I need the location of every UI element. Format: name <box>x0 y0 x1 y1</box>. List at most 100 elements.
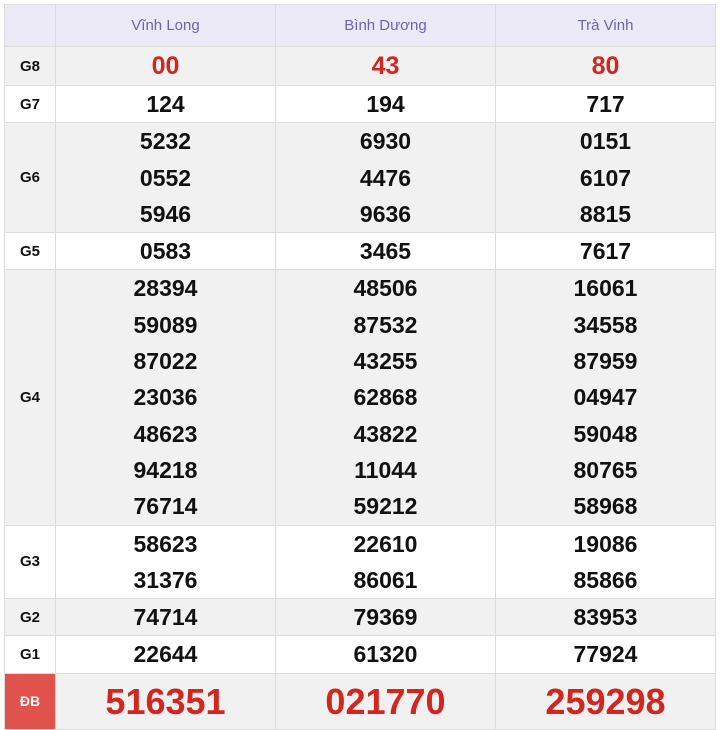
province-header[interactable]: Vĩnh Long <box>55 4 276 47</box>
prize-cell: 021770 <box>275 672 496 730</box>
prize-number: 59212 <box>353 493 418 520</box>
prize-number: 00 <box>151 52 180 80</box>
prize-number: 3465 <box>359 238 412 265</box>
lottery-results-table: Vĩnh Long Bình Dương Trà Vinh G8 00 43 80 G7… <box>4 4 716 730</box>
prize-number: 79369 <box>353 604 418 631</box>
prize-number: 516351 <box>105 680 226 722</box>
prize-number: 28394 <box>133 275 198 302</box>
prize-cell: 6930 4476 9636 <box>275 122 496 234</box>
prize-number: 9636 <box>359 200 412 227</box>
prize-cell: 0151 6107 8815 <box>495 122 716 234</box>
prize-number: 80765 <box>573 456 638 483</box>
prize-cell: 43 <box>275 46 496 86</box>
prize-number: 04947 <box>573 384 638 411</box>
prize-row-g6: G6 5232 0552 5946 6930 4476 9636 0151 6107 8815 <box>4 122 716 234</box>
prize-number: 59048 <box>573 420 638 447</box>
prize-number: 6930 <box>359 128 412 155</box>
prize-label: G6 <box>4 122 56 234</box>
prize-number: 11044 <box>354 456 417 483</box>
prize-number: 5946 <box>139 200 192 227</box>
prize-number: 7617 <box>579 238 632 265</box>
prize-cell: 58623 31376 <box>55 524 276 600</box>
prize-number: 61320 <box>353 641 418 668</box>
prize-number: 34558 <box>573 311 638 338</box>
prize-number: 43 <box>371 52 400 80</box>
prize-cell: 717 <box>495 84 716 124</box>
prize-number: 62868 <box>353 384 418 411</box>
prize-number: 19086 <box>573 530 638 557</box>
prize-cell: 3465 <box>275 232 496 271</box>
prize-number: 48506 <box>353 275 418 302</box>
prize-number: 87532 <box>353 311 418 338</box>
prize-number: 74714 <box>133 604 198 631</box>
prize-row-g3: G3 58623 31376 22610 86061 19086 85866 <box>4 524 716 600</box>
prize-cell: 77924 <box>495 635 716 674</box>
prize-cell: 61320 <box>275 635 496 674</box>
prize-row-g1: G1 22644 61320 77924 <box>4 635 716 674</box>
prize-number: 59089 <box>133 311 198 338</box>
prize-cell: 28394 59089 87022 23036 48623 94218 76714 <box>55 269 276 526</box>
prize-cell: 22644 <box>55 635 276 674</box>
prize-cell: 19086 85866 <box>495 524 716 600</box>
prize-cell: 124 <box>55 84 276 124</box>
prize-label: ĐB <box>4 672 56 730</box>
prize-number: 77924 <box>573 641 638 668</box>
prize-row-g4: G4 28394 59089 87022 23036 48623 94218 76714 485… <box>4 269 716 526</box>
header-row: Vĩnh Long Bình Dương Trà Vinh <box>4 4 716 47</box>
prize-number: 86061 <box>353 566 418 593</box>
prize-label: G7 <box>4 84 56 124</box>
prize-number: 021770 <box>325 680 446 722</box>
prize-number: 31376 <box>133 566 198 593</box>
prize-number: 0583 <box>139 238 192 265</box>
prize-row-g5: G5 0583 3465 7617 <box>4 232 716 271</box>
prize-number: 43822 <box>353 420 418 447</box>
prize-number: 0552 <box>139 164 192 191</box>
prize-cell: 74714 <box>55 598 276 637</box>
prize-cell: 0583 <box>55 232 276 271</box>
prize-cell: 48506 87532 43255 62868 43822 11044 59212 <box>275 269 496 526</box>
province-header[interactable]: Trà Vinh <box>495 4 716 47</box>
corner-cell <box>4 4 56 47</box>
prize-number: 8815 <box>579 200 632 227</box>
prize-number: 124 <box>146 91 185 117</box>
prize-number: 22644 <box>133 641 198 668</box>
prize-cell: 22610 86061 <box>275 524 496 600</box>
prize-number: 85866 <box>573 566 638 593</box>
prize-cell: 80 <box>495 46 716 86</box>
prize-number: 22610 <box>353 530 418 557</box>
prize-number: 259298 <box>545 680 666 722</box>
prize-label: G8 <box>4 46 56 86</box>
prize-row-g2: G2 74714 79369 83953 <box>4 598 716 637</box>
prize-cell: 194 <box>275 84 496 124</box>
prize-number: 94218 <box>133 456 198 483</box>
prize-label: G5 <box>4 232 56 271</box>
province-header[interactable]: Bình Dương <box>275 4 496 47</box>
prize-number: 83953 <box>573 604 638 631</box>
prize-number: 4476 <box>359 164 412 191</box>
prize-number: 87959 <box>573 348 638 375</box>
prize-number: 43255 <box>353 348 418 375</box>
prize-number: 194 <box>366 91 405 117</box>
prize-cell: 5232 0552 5946 <box>55 122 276 234</box>
prize-number: 717 <box>586 91 625 117</box>
prize-number: 58968 <box>573 493 638 520</box>
prize-cell: 00 <box>55 46 276 86</box>
prize-number: 87022 <box>133 348 198 375</box>
prize-row-g7: G7 124 194 717 <box>4 84 716 124</box>
prize-number: 48623 <box>133 420 198 447</box>
prize-number: 76714 <box>133 493 198 520</box>
prize-number: 16061 <box>573 275 638 302</box>
prize-row-đb: ĐB 516351 021770 259298 <box>4 672 716 730</box>
prize-number: 80 <box>591 52 620 80</box>
prize-number: 23036 <box>133 384 198 411</box>
prize-cell: 516351 <box>55 672 276 730</box>
prize-label: G2 <box>4 598 56 637</box>
prize-number: 58623 <box>133 530 198 557</box>
prize-label: G4 <box>4 269 56 526</box>
prize-cell: 79369 <box>275 598 496 637</box>
prize-cell: 7617 <box>495 232 716 271</box>
prize-row-g8: G8 00 43 80 <box>4 46 716 86</box>
prize-label: G3 <box>4 524 56 600</box>
prize-number: 6107 <box>579 164 632 191</box>
prize-number: 0151 <box>579 128 632 155</box>
